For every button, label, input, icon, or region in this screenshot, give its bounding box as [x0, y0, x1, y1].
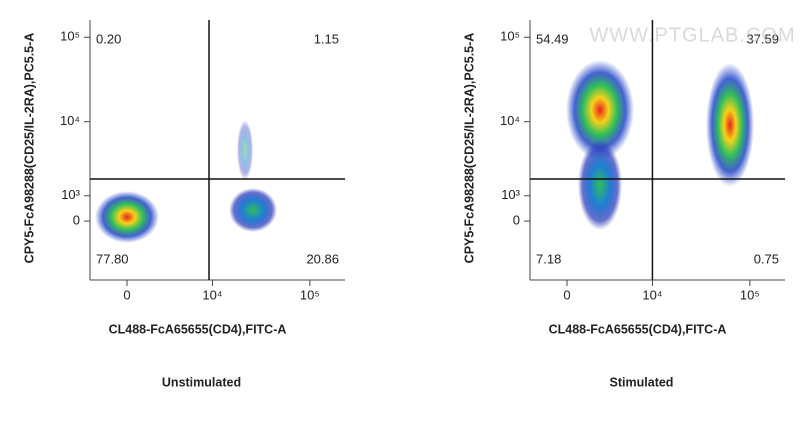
cell-cluster — [706, 63, 754, 187]
x-tick-label: 10⁴ — [642, 287, 662, 302]
cell-cluster — [578, 140, 622, 230]
quadrant-percent: 0.20 — [96, 31, 121, 46]
cell-cluster — [95, 191, 159, 243]
chart-caption: Unstimulated — [162, 375, 241, 389]
chart-caption: Stimulated — [610, 375, 674, 389]
quadrant-percent: 77.80 — [96, 251, 129, 266]
x-axis-label: CL488-FcA65655(CD4),FITC-A — [109, 322, 287, 336]
x-tick-label: 10⁵ — [300, 287, 320, 302]
quadrant-percent: 20.86 — [306, 251, 339, 266]
quadrant-percent: 0.75 — [754, 251, 779, 266]
quadrant-percent: 54.49 — [536, 31, 569, 46]
y-tick-label: 10⁵ — [60, 29, 80, 44]
x-tick-label: 10⁴ — [202, 287, 222, 302]
watermark: WWW.PTGLAB.COM — [589, 24, 795, 46]
y-tick-label: 0 — [73, 213, 80, 228]
x-tick-label: 0 — [563, 287, 570, 302]
x-tick-label: 0 — [123, 287, 130, 302]
y-tick-label: 10⁴ — [60, 113, 80, 128]
populations — [95, 60, 754, 243]
y-axis-label: CPY5-FcA98288(CD25/IL-2RA),PC5.5-A — [462, 33, 476, 264]
y-axis-label: CPY5-FcA98288(CD25/IL-2RA),PC5.5-A — [22, 33, 36, 264]
y-tick-label: 10⁴ — [500, 113, 520, 128]
y-tick-label: 10³ — [61, 187, 80, 202]
y-tick-label: 0 — [513, 213, 520, 228]
quadrant-percent: 7.18 — [536, 251, 561, 266]
y-tick-label: 10⁵ — [500, 29, 520, 44]
cell-cluster — [237, 120, 253, 180]
cell-cluster — [229, 188, 277, 232]
quadrant-percent: 1.15 — [314, 31, 339, 46]
y-tick-label: 10³ — [501, 187, 520, 202]
quadrant-percent: 37.59 — [746, 31, 779, 46]
cell-cluster — [566, 60, 634, 160]
x-axis-label: CL488-FcA65655(CD4),FITC-A — [549, 322, 727, 336]
x-tick-label: 10⁵ — [740, 287, 760, 302]
